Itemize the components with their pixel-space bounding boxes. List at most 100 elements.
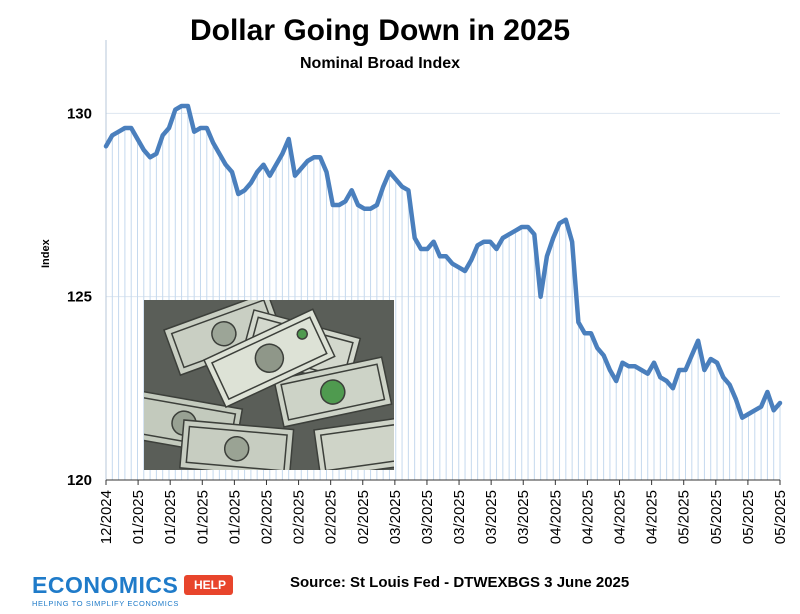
data-point: [514, 229, 517, 232]
x-tick-label: 03/2025: [483, 490, 500, 544]
x-tick-label: 03/2025: [451, 490, 468, 544]
x-tick-label: 03/2025: [387, 490, 404, 544]
axis-layer: 120 125 130 12/2024 01/2025 01/2025 01/2025 01/…: [67, 40, 789, 544]
x-tick-label: 02/2025: [258, 490, 275, 544]
data-point: [331, 203, 334, 207]
data-point: [741, 416, 744, 419]
y-tick-label: 130: [67, 105, 92, 122]
data-point: [129, 126, 133, 130]
data-point: [218, 152, 221, 155]
data-point: [759, 405, 763, 408]
data-point: [325, 170, 328, 174]
data-point: [363, 207, 366, 210]
data-point: [507, 233, 511, 236]
x-tick-label: 02/2025: [355, 490, 372, 544]
data-point: [293, 174, 297, 177]
data-point: [684, 368, 687, 372]
data-point: [243, 189, 246, 192]
data-point: [526, 225, 530, 229]
data-point: [690, 354, 694, 357]
data-point: [778, 401, 782, 405]
data-point: [665, 379, 668, 383]
x-tick-label: 05/2025: [740, 490, 757, 544]
data-point: [117, 130, 120, 133]
data-point: [659, 376, 662, 379]
data-point: [621, 361, 624, 364]
data-point: [237, 192, 240, 196]
data-point: [255, 170, 259, 174]
data-point: [451, 262, 454, 265]
data-point: [180, 104, 183, 108]
data-point: [136, 137, 139, 141]
data-point: [539, 295, 542, 298]
chart-title: Dollar Going Down in 2025: [189, 14, 571, 47]
data-point: [230, 170, 234, 174]
data-point: [148, 156, 152, 159]
data-point: [533, 233, 536, 236]
data-point: [224, 163, 227, 166]
x-tick-label: 04/2025: [644, 490, 661, 544]
y-tick-label: 120: [67, 472, 92, 489]
data-point: [407, 189, 410, 192]
source-note: Source: St Louis Fed - DTWEXBGS 3 June 2…: [290, 574, 630, 591]
x-tick-label: 03/2025: [419, 490, 436, 544]
data-point: [287, 137, 290, 141]
data-point: [400, 185, 404, 188]
data-point: [646, 372, 649, 375]
x-tick-label: 02/2025: [323, 490, 340, 544]
x-tick-label: 02/2025: [291, 490, 308, 544]
data-point: [570, 240, 574, 243]
data-point: [369, 207, 372, 210]
data-point: [419, 247, 423, 251]
x-tick-label: 03/2025: [515, 490, 532, 544]
data-point: [350, 189, 353, 192]
data-point: [356, 203, 360, 207]
line-layer: [103, 103, 783, 420]
data-point: [696, 339, 700, 342]
data-point: [211, 141, 215, 144]
data-point: [432, 240, 435, 243]
x-tick-label: 05/2025: [708, 490, 725, 544]
data-point: [155, 152, 158, 155]
data-point: [747, 412, 750, 416]
data-point: [501, 236, 505, 240]
data-point: [671, 387, 675, 390]
x-tick-label: 01/2025: [130, 490, 147, 544]
data-point: [715, 361, 719, 364]
data-point: [722, 376, 725, 379]
data-point: [678, 368, 681, 372]
data-point: [545, 255, 549, 258]
data-point: [753, 409, 757, 412]
data-point: [344, 200, 347, 203]
data-point: [627, 365, 631, 368]
data-point: [268, 174, 271, 177]
data-point: [703, 368, 706, 372]
data-point: [104, 145, 108, 148]
data-point: [444, 255, 448, 258]
data-point: [734, 398, 738, 401]
data-point: [281, 152, 284, 155]
data-point: [413, 236, 416, 240]
data-point: [142, 148, 145, 152]
data-point: [482, 240, 486, 243]
x-tick-label: 01/2025: [162, 490, 179, 544]
data-point: [381, 185, 385, 188]
x-tick-label: 04/2025: [612, 490, 629, 544]
logo-help-badge: HELP: [184, 575, 234, 595]
data-point: [615, 379, 618, 383]
data-point: [388, 170, 391, 174]
data-point: [633, 365, 637, 368]
economics-help-logo[interactable]: ECONOMICS HELP HELPING TO SIMPLIFY ECONO…: [32, 572, 252, 612]
data-point: [470, 258, 473, 262]
data-point: [192, 130, 196, 133]
data-point: [306, 159, 309, 163]
data-point: [199, 126, 202, 130]
logo-wordmark: ECONOMICS: [32, 572, 179, 598]
data-point: [318, 156, 322, 159]
data-point: [312, 156, 316, 159]
data-point: [583, 332, 586, 335]
data-point: [463, 269, 467, 273]
data-point: [495, 247, 498, 251]
logo-tagline: HELPING TO SIMPLIFY ECONOMICS: [32, 599, 180, 608]
